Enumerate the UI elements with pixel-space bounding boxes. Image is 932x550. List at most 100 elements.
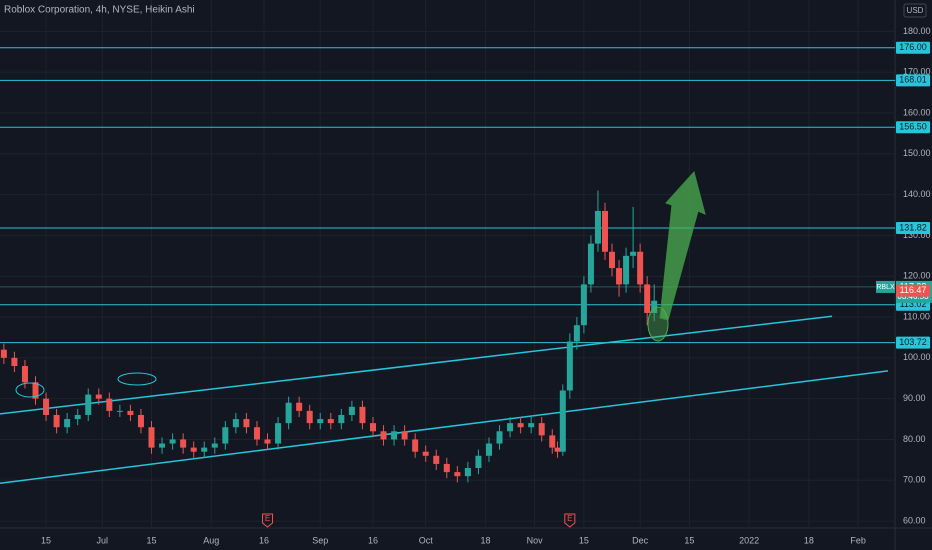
- candle-body: [180, 439, 187, 448]
- candle: [137, 408, 144, 434]
- annotation-arrow: [659, 170, 706, 321]
- candle-body: [32, 382, 39, 399]
- currency-box: [903, 3, 927, 18]
- candle-body: [127, 410, 134, 415]
- x-tick-label: Oct: [419, 535, 434, 545]
- candle: [454, 465, 461, 483]
- candle: [275, 417, 282, 450]
- candle-body: [554, 447, 561, 452]
- level-label: 131.82: [899, 222, 927, 232]
- candle-body: [517, 423, 524, 428]
- candle-body: [580, 284, 587, 326]
- x-tick-label: Sep: [312, 535, 328, 545]
- level-label-box: [896, 336, 930, 349]
- candle-body: [507, 423, 514, 432]
- candle-body: [296, 402, 303, 411]
- candle: [222, 421, 229, 450]
- candle-body: [148, 427, 155, 448]
- candle-body: [443, 463, 450, 473]
- candle-body: [485, 443, 492, 456]
- candle: [559, 384, 566, 456]
- candle-body: [169, 439, 176, 444]
- candle: [528, 417, 535, 434]
- x-tick-label: 15: [41, 535, 51, 545]
- candle: [517, 417, 524, 434]
- candle: [422, 445, 429, 462]
- candle-body: [616, 268, 623, 285]
- candle-body: [43, 398, 50, 415]
- candle: [391, 425, 398, 446]
- candle: [159, 437, 166, 454]
- candle: [580, 276, 587, 334]
- candle-body: [587, 243, 594, 285]
- trendline: [0, 315, 833, 415]
- candle: [32, 376, 39, 405]
- x-tick-label: 18: [804, 535, 814, 545]
- trendline: [0, 370, 889, 485]
- y-tick-label: 150.00: [903, 148, 931, 158]
- candle: [0, 343, 7, 364]
- level-label-box: [896, 74, 930, 87]
- candle-body: [253, 427, 260, 440]
- candle: [148, 421, 155, 454]
- x-tick-label: Jul: [97, 535, 109, 545]
- candle-body: [264, 439, 271, 444]
- candle: [369, 417, 376, 438]
- candle-body: [412, 439, 419, 452]
- candle: [507, 417, 514, 438]
- candle-body: [637, 251, 644, 285]
- candle-body: [327, 419, 334, 424]
- y-tick-label: 70.00: [903, 475, 926, 485]
- level-label-box: [896, 121, 930, 134]
- candle-body: [573, 325, 580, 342]
- candle: [401, 425, 408, 446]
- candle-body: [601, 210, 608, 252]
- earnings-marker: [262, 513, 274, 528]
- candle: [601, 202, 608, 260]
- y-tick-label: 60.00: [903, 515, 926, 525]
- candle: [609, 243, 616, 277]
- y-tick-label: 180.00: [903, 26, 931, 36]
- candle-body: [464, 468, 471, 477]
- candle: [11, 351, 18, 373]
- candle-body: [275, 423, 282, 444]
- candle: [95, 388, 102, 405]
- second-price-box: [896, 284, 930, 297]
- candle-body: [106, 398, 113, 411]
- earnings-label: E: [265, 514, 270, 523]
- candle-body: [538, 423, 545, 436]
- symbol-box: [876, 280, 895, 293]
- currency: USD: [907, 6, 924, 15]
- candle-body: [159, 443, 166, 448]
- candle-body: [243, 419, 250, 428]
- candle-body: [116, 410, 123, 412]
- x-tick-label: Nov: [527, 535, 544, 545]
- candle-body: [95, 394, 102, 399]
- candle-body: [338, 414, 345, 424]
- earnings-label: E: [567, 514, 572, 523]
- x-tick-label: Feb: [850, 535, 866, 545]
- candle: [644, 276, 651, 326]
- candle: [637, 243, 644, 293]
- candle: [243, 412, 250, 434]
- candle-body: [566, 341, 573, 391]
- x-tick-label: 15: [147, 535, 157, 545]
- x-tick-label: 16: [259, 535, 269, 545]
- candle: [475, 449, 482, 475]
- x-tick-label: 15: [684, 535, 694, 545]
- candle-body: [359, 406, 366, 424]
- x-tick-label: 15: [579, 535, 589, 545]
- x-tick-label: Dec: [632, 535, 649, 545]
- candle-body: [630, 251, 637, 256]
- level-label-box: [896, 222, 930, 235]
- candle: [412, 433, 419, 458]
- candle-body: [85, 394, 92, 415]
- candle-body: [232, 419, 239, 428]
- y-tick-label: 170.00: [903, 67, 931, 77]
- candle-body: [348, 406, 355, 415]
- candle: [380, 425, 387, 446]
- level-label: 113.02: [900, 299, 927, 309]
- candle: [180, 433, 187, 454]
